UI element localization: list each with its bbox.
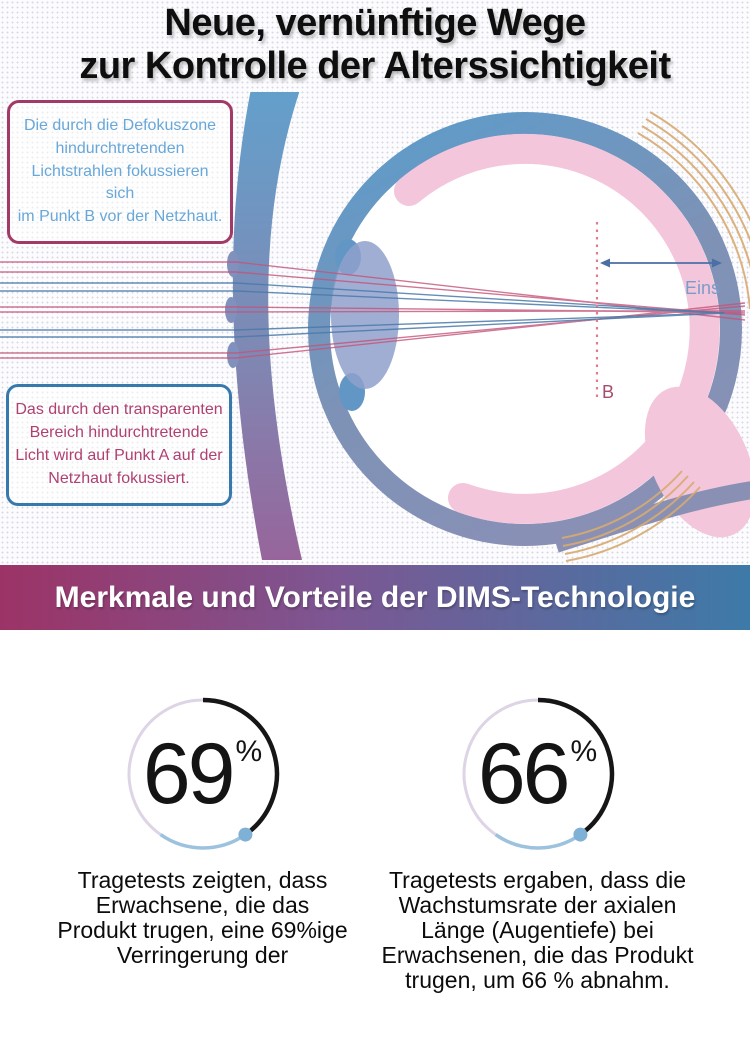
progress-ring-graphic	[127, 697, 279, 850]
progress-ring-69: 69 %	[115, 686, 291, 862]
vitreous-body	[325, 129, 725, 529]
eyeball	[308, 112, 750, 553]
progress-ring-graphic	[462, 697, 614, 850]
hero-section: Neue, vernünftige Wege zur Kontrolle der…	[0, 0, 750, 565]
banner-title: Merkmale und Vorteile der DIMS-Technolog…	[54, 580, 696, 614]
stat-value-69: 69 %	[115, 686, 291, 862]
retina-band	[394, 133, 720, 524]
eye-diagram: Eins B	[0, 92, 750, 562]
defocus-segment	[227, 342, 239, 368]
stats-section: 69 % Tragetests zeigten, dass Erwachsene…	[0, 630, 750, 1056]
ring-arc-black	[537, 697, 614, 837]
ring-track-blue	[494, 833, 581, 850]
defocus-segment	[227, 251, 239, 277]
defocus-segment	[225, 297, 237, 323]
transparent-note-box: Das durch den transparenten Bereich hind…	[6, 384, 232, 506]
stat-69: 69 % Tragetests zeigten, dass Erwachsene…	[15, 686, 390, 1056]
stat-description-69: Tragetests zeigten, dass Erwachsene, die…	[57, 867, 348, 969]
transparent-light-rays	[0, 282, 725, 338]
label-focus-a: Eins	[685, 278, 720, 298]
stat-percent-sign: %	[570, 735, 598, 768]
ring-track-lavender	[127, 698, 203, 836]
ring-track-lavender	[462, 698, 538, 836]
stat-66: 66 % Tragetests ergaben, dass die Wachst…	[350, 686, 725, 1056]
dims-banner: Merkmale und Vorteile der DIMS-Technolog…	[0, 565, 750, 630]
spectacle-lens	[225, 92, 302, 560]
page-title: Neue, vernünftige Wege zur Kontrolle der…	[79, 2, 671, 87]
crystalline-lens	[331, 241, 399, 389]
distance-arrow	[600, 258, 722, 268]
defocus-note-box: Die durch die Defokuszone hindurchtreten…	[7, 100, 233, 244]
defocus-light-rays	[0, 261, 746, 359]
label-focus-b: B	[602, 382, 614, 402]
stat-number: 66	[477, 726, 571, 822]
stat-percent-sign: %	[235, 735, 263, 768]
ring-track-blue	[159, 833, 246, 850]
stat-value-66: 66 %	[450, 686, 626, 862]
ring-arc-black	[202, 697, 279, 837]
ring-dot	[572, 827, 587, 842]
stat-description-66: Tragetests ergaben, dass die Wachstumsra…	[381, 867, 694, 994]
ring-dot	[237, 827, 252, 842]
sclera-outline	[308, 112, 742, 546]
progress-ring-66: 66 %	[450, 686, 626, 862]
sclera-fiber-arcs	[561, 111, 750, 562]
stat-number: 69	[142, 726, 236, 822]
